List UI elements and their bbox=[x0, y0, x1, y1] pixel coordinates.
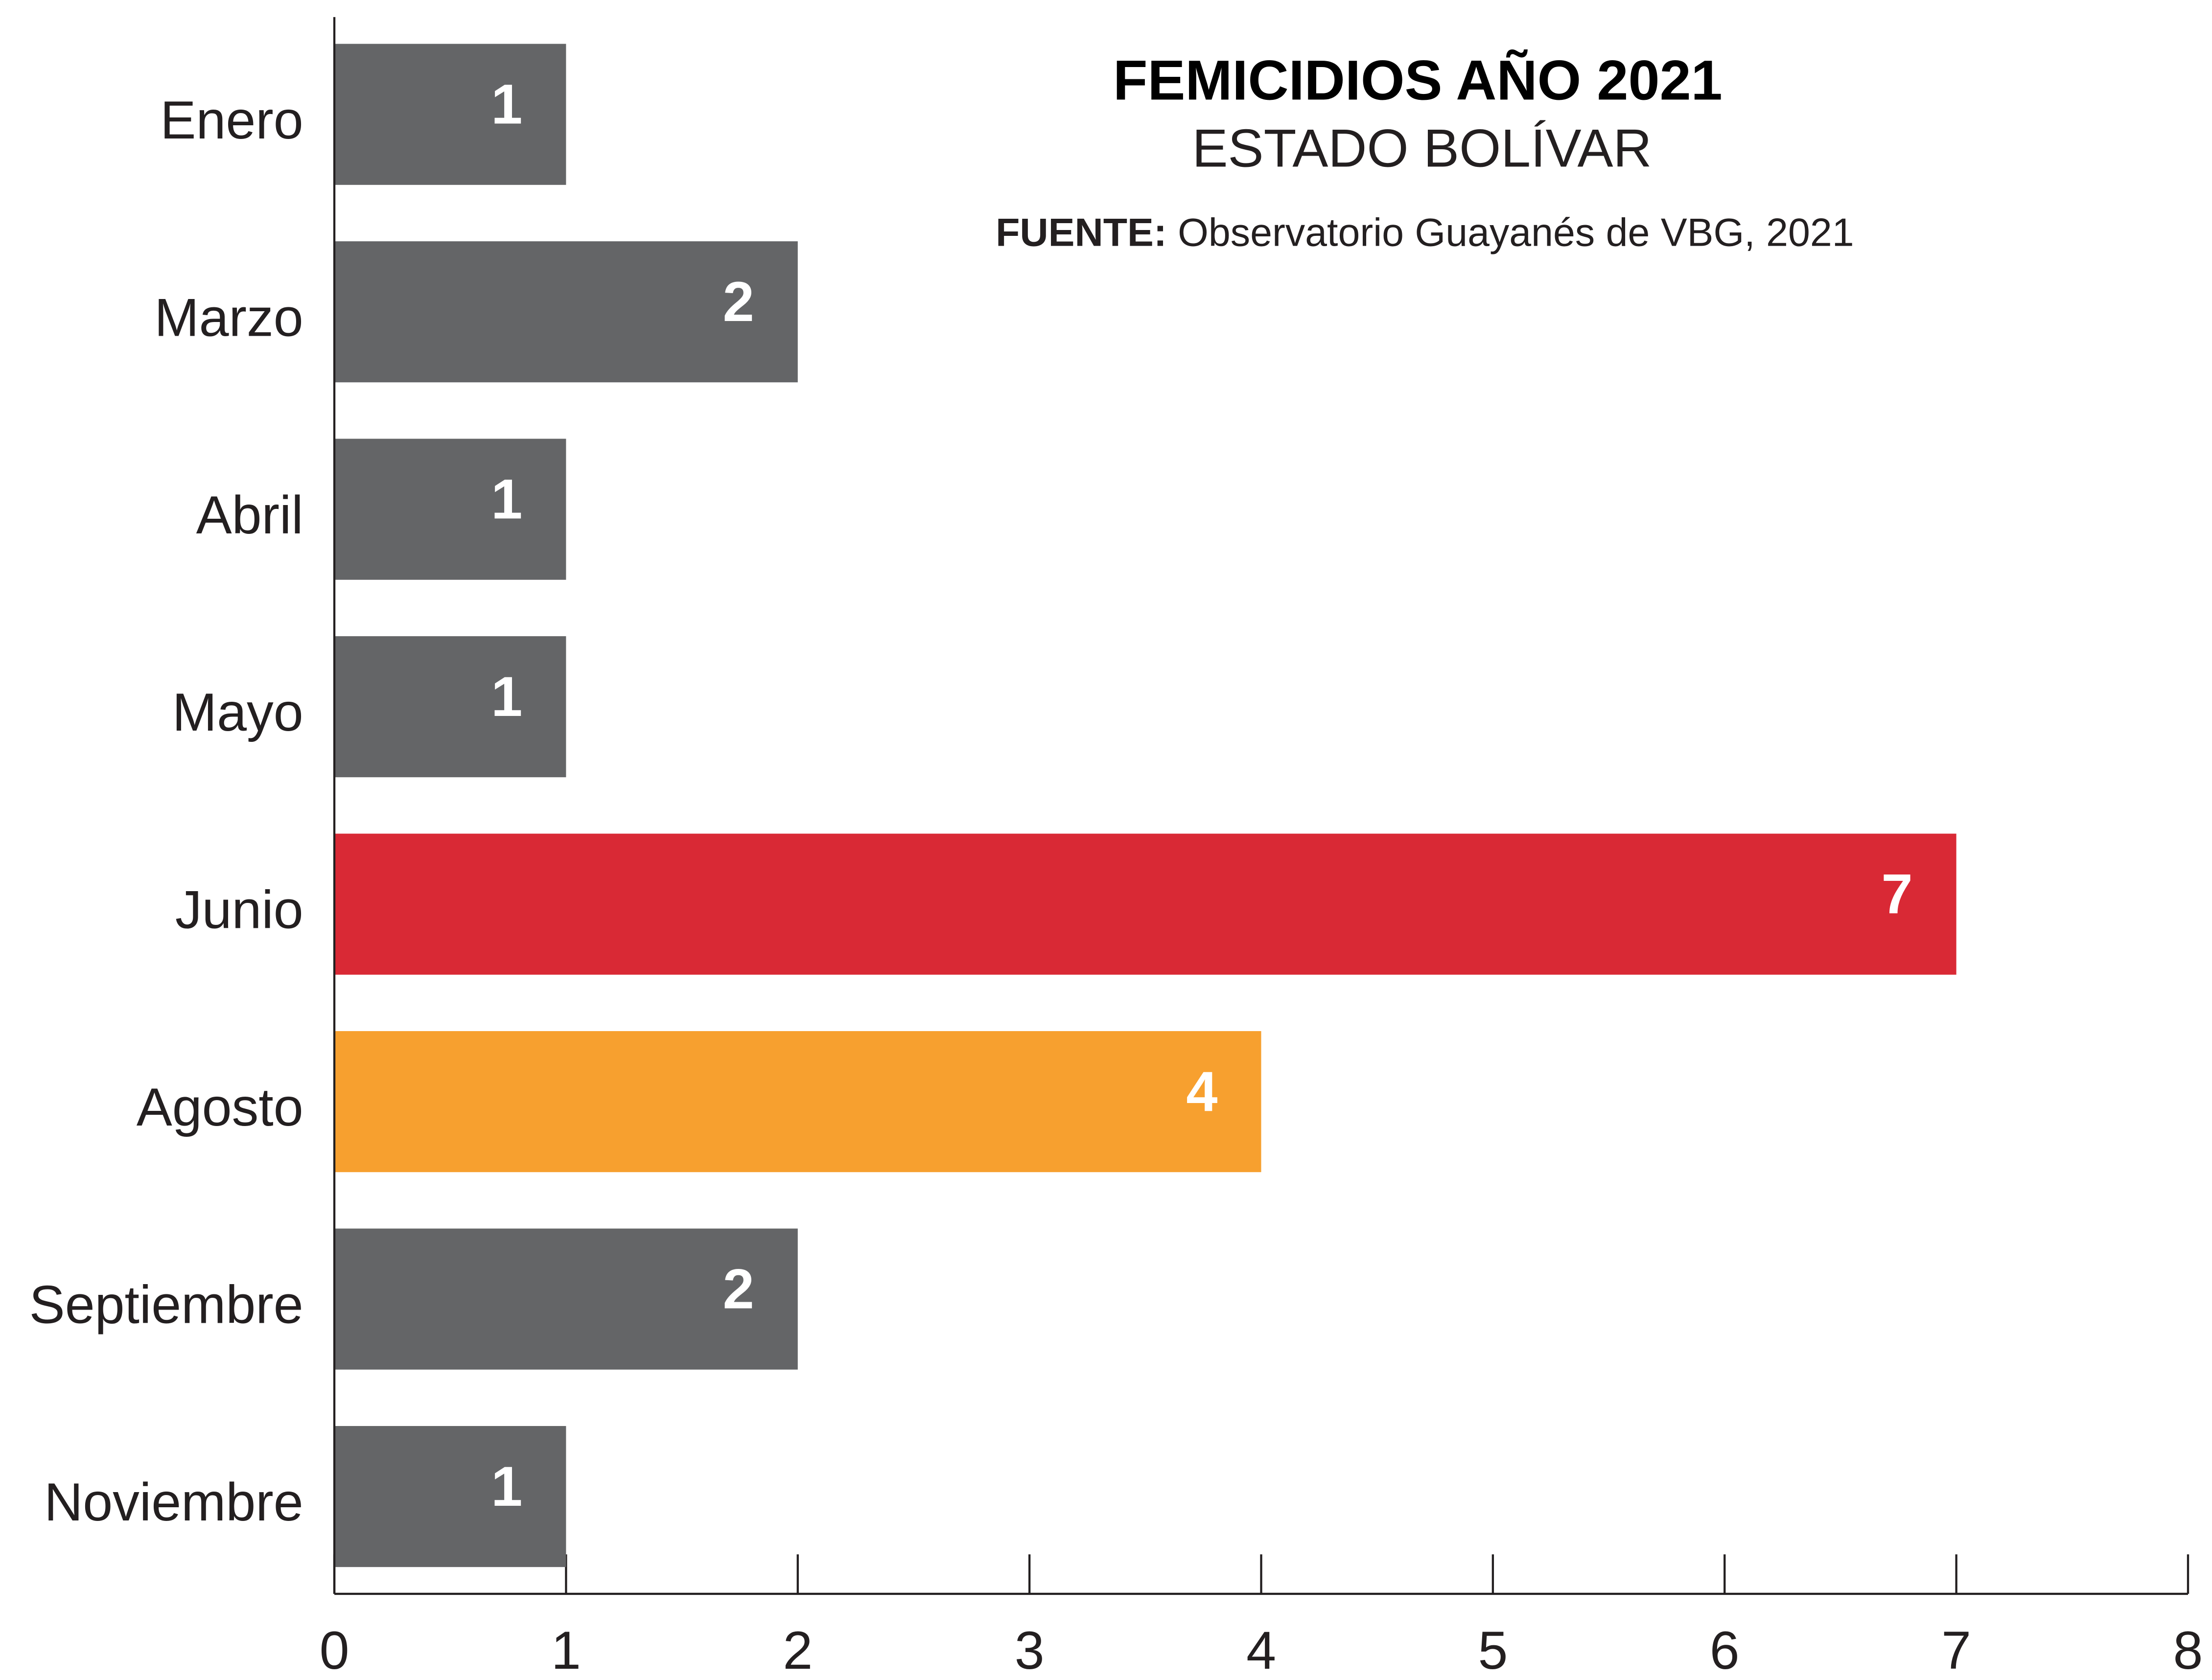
y-tick-label: Agosto bbox=[137, 1078, 303, 1137]
bar bbox=[334, 438, 566, 580]
y-tick-label: Junio bbox=[175, 880, 303, 940]
bar bbox=[334, 1031, 1261, 1173]
bar bbox=[334, 636, 566, 778]
bar bbox=[334, 44, 566, 185]
y-tick-label: Marzo bbox=[154, 288, 303, 347]
bar bbox=[334, 1228, 798, 1370]
bar bbox=[334, 1426, 566, 1567]
x-tick-label: 6 bbox=[1710, 1621, 1740, 1680]
bar bbox=[334, 241, 798, 383]
y-tick-label: Septiembre bbox=[29, 1275, 303, 1335]
value-label: 4 bbox=[1186, 1060, 1217, 1123]
y-tick-label: Noviembre bbox=[44, 1473, 303, 1532]
value-label: 1 bbox=[491, 468, 522, 531]
source-label: FUENTE: bbox=[996, 211, 1167, 255]
bar bbox=[334, 833, 1956, 975]
value-label: 1 bbox=[491, 73, 522, 136]
x-tick-label: 1 bbox=[551, 1621, 581, 1680]
value-label: 1 bbox=[491, 666, 522, 728]
x-tick-label: 3 bbox=[1015, 1621, 1045, 1680]
source-text: Observatorio Guayanés de VBG, 2021 bbox=[1178, 211, 1854, 255]
y-tick-label: Mayo bbox=[172, 683, 303, 742]
x-tick-label: 8 bbox=[2173, 1621, 2203, 1680]
value-label: 1 bbox=[491, 1455, 522, 1518]
x-tick-label: 2 bbox=[783, 1621, 813, 1680]
value-label: 2 bbox=[723, 1258, 754, 1321]
x-tick-label: 4 bbox=[1246, 1621, 1276, 1680]
chart-title: FEMICIDIOS AÑO 2021 bbox=[1113, 49, 1723, 112]
x-tick-label: 7 bbox=[1941, 1621, 1971, 1680]
y-tick-label: Enero bbox=[160, 91, 303, 150]
x-tick-label: 0 bbox=[320, 1621, 349, 1680]
y-tick-label: Abril bbox=[196, 485, 303, 545]
source: FUENTE: Observatorio Guayanés de VBG, 20… bbox=[996, 211, 1854, 255]
chart-subtitle: ESTADO BOLÍVAR bbox=[1192, 118, 1652, 178]
value-label: 2 bbox=[723, 271, 754, 333]
x-tick-label: 5 bbox=[1478, 1621, 1508, 1680]
value-label: 7 bbox=[1882, 863, 1913, 926]
